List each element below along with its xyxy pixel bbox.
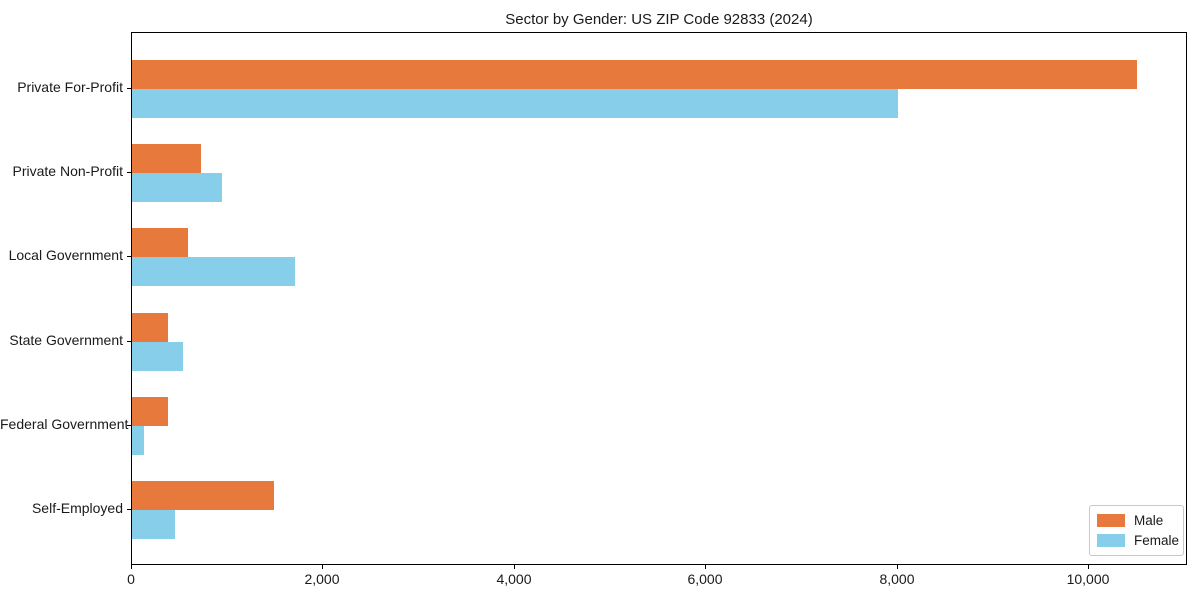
y-label-self-employed: Self-Employed <box>31 500 123 516</box>
legend: Male Female <box>1089 505 1184 556</box>
bar-male-state-government <box>132 312 168 342</box>
y-label-state-government: State Government <box>9 331 123 348</box>
x-tick-2000 <box>322 565 323 569</box>
y-tick-federal-government <box>127 424 131 426</box>
bar-female-state-government <box>132 341 183 371</box>
legend-entry-male: Male <box>1097 512 1175 529</box>
y-tick-state-government <box>127 340 131 342</box>
legend-swatch-male <box>1097 514 1125 527</box>
x-tick-4000 <box>514 565 515 569</box>
bar-female-private-for-profit <box>132 89 898 118</box>
legend-label-male: Male <box>1134 513 1164 528</box>
bar-male-federal-government <box>132 396 168 426</box>
x-tick-label-8000: 8,000 <box>879 571 915 587</box>
plot-area <box>131 32 1187 565</box>
y-label-private-for-profit: Private For-Profit <box>17 79 123 95</box>
x-tick-10000 <box>1088 565 1089 569</box>
y-tick-private-for-profit <box>127 88 131 89</box>
x-tick-0 <box>131 565 132 569</box>
y-tick-local-government <box>127 256 131 258</box>
x-tick-label-10000: 10,000 <box>1066 571 1110 587</box>
bar-female-private-non-profit <box>132 173 222 203</box>
bar-male-local-government <box>132 228 188 258</box>
bar-female-self-employed <box>132 510 175 539</box>
bar-male-private-for-profit <box>132 60 1137 89</box>
x-tick-label-2000: 2,000 <box>304 571 340 587</box>
y-tick-self-employed <box>127 509 131 510</box>
bar-female-local-government <box>132 257 295 287</box>
y-label-private-non-profit: Private Non-Profit <box>12 163 123 180</box>
x-tick-label-6000: 6,000 <box>687 571 723 587</box>
bar-male-private-non-profit <box>132 144 201 174</box>
y-tick-private-non-profit <box>127 172 131 174</box>
chart-title: Sector by Gender: US ZIP Code 92833 (202… <box>505 11 813 28</box>
y-label-local-government: Local Government <box>8 247 123 264</box>
y-label-federal-government: Federal Government <box>0 415 129 432</box>
x-tick-6000 <box>705 565 706 569</box>
x-tick-8000 <box>897 565 898 569</box>
bar-male-self-employed <box>132 481 274 510</box>
legend-swatch-female <box>1097 534 1125 547</box>
bar-female-federal-government <box>132 425 144 455</box>
x-tick-label-0: 0 <box>127 571 135 587</box>
legend-label-female: Female <box>1134 533 1180 548</box>
x-tick-label-4000: 4,000 <box>496 571 532 587</box>
legend-entry-female: Female <box>1097 532 1179 549</box>
